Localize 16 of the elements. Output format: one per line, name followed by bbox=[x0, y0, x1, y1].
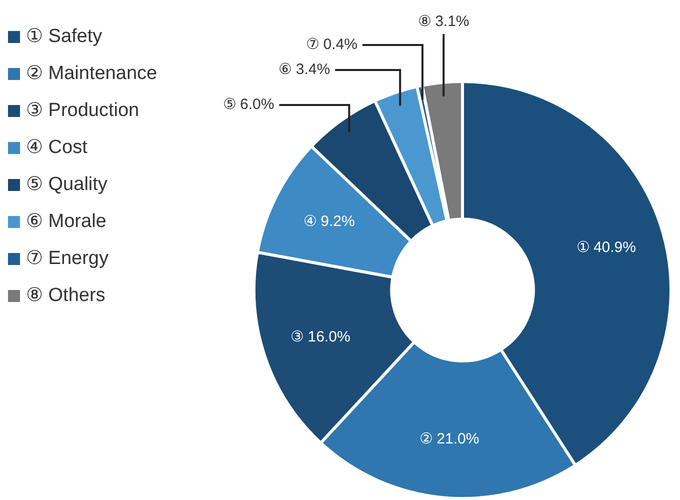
data-label: ④ 9.2% bbox=[303, 213, 355, 230]
legend-label: ⑥ Morale bbox=[26, 211, 106, 232]
data-label: ⑥ 3.4% bbox=[278, 61, 330, 78]
legend-label: ② Maintenance bbox=[26, 63, 158, 84]
legend-label: ③ Production bbox=[26, 100, 140, 121]
data-label: ③ 16.0% bbox=[290, 328, 350, 346]
legend-label: ④ Cost bbox=[26, 137, 88, 158]
data-label: ① 40.9% bbox=[576, 238, 636, 256]
data-label: ⑤ 6.0% bbox=[222, 96, 274, 114]
legend-label: ⑧ Others bbox=[26, 285, 106, 306]
legend-label: ⑦ Energy bbox=[26, 248, 108, 269]
legend-label: ⑤ Quality bbox=[26, 174, 108, 195]
data-label: ⑧ 3.1% bbox=[418, 13, 470, 30]
legend-label: ① Safety bbox=[26, 26, 102, 47]
data-label: ⑦ 0.4% bbox=[306, 36, 358, 54]
data-label: ② 21.0% bbox=[420, 430, 480, 448]
